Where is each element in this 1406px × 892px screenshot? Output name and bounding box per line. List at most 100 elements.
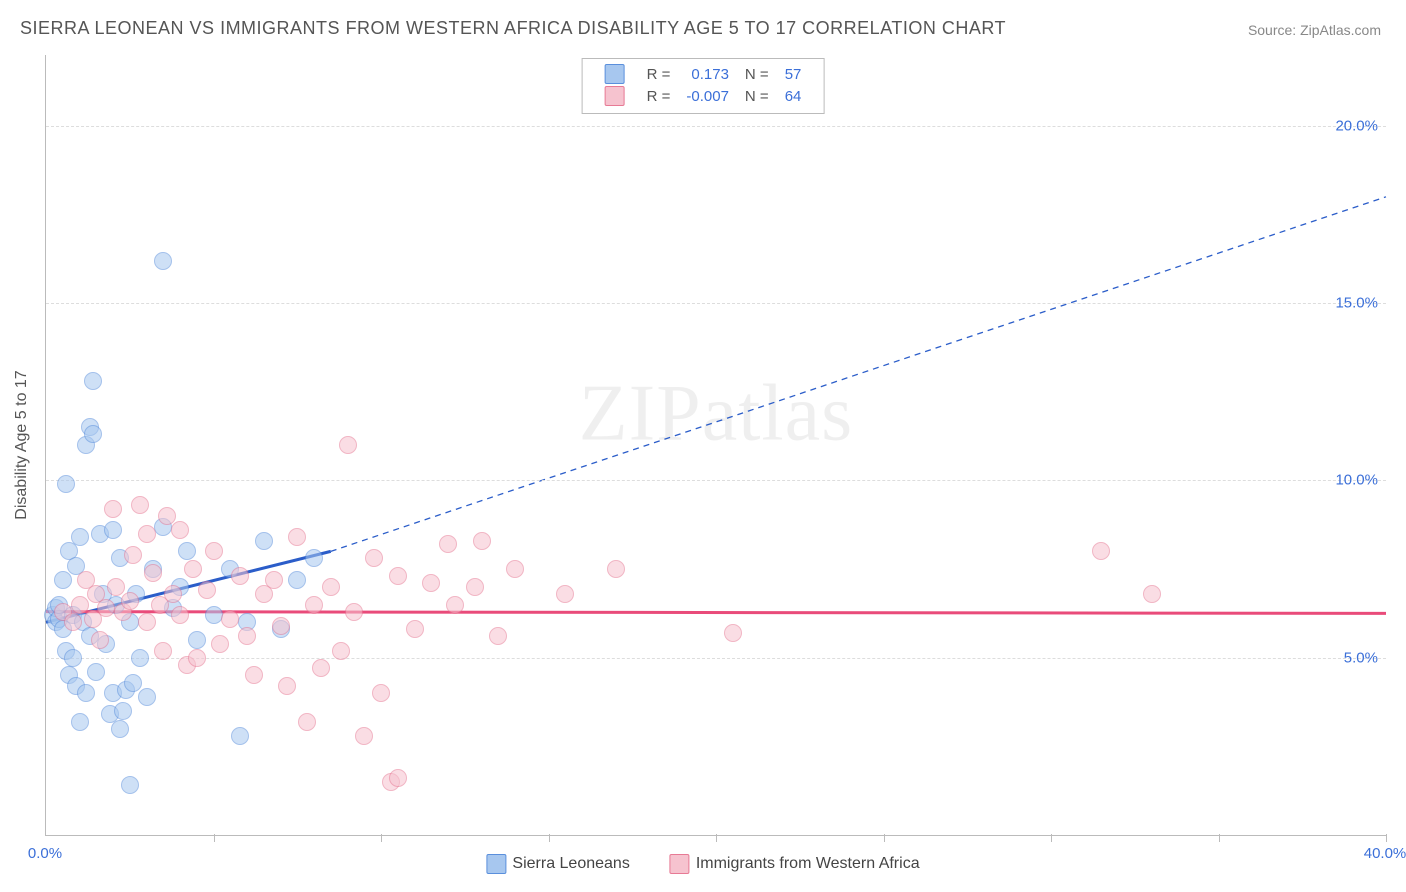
- stat-row: R =-0.007N =64: [597, 85, 810, 107]
- r-label: R =: [639, 85, 679, 107]
- data-point: [446, 596, 464, 614]
- data-point: [355, 727, 373, 745]
- data-point: [54, 571, 72, 589]
- data-point: [724, 624, 742, 642]
- gridline-h: [46, 126, 1386, 127]
- legend-label: Immigrants from Western Africa: [696, 855, 920, 872]
- data-point: [198, 581, 216, 599]
- data-point: [345, 603, 363, 621]
- data-point: [104, 521, 122, 539]
- data-point: [278, 677, 296, 695]
- data-point: [245, 666, 263, 684]
- data-point: [288, 528, 306, 546]
- data-point: [64, 613, 82, 631]
- x-tick-mark: [884, 834, 885, 842]
- data-point: [322, 578, 340, 596]
- data-point: [111, 720, 129, 738]
- x-tick-mark: [1386, 834, 1387, 842]
- data-point: [272, 617, 290, 635]
- r-value: -0.007: [678, 85, 737, 107]
- data-point: [121, 776, 139, 794]
- data-point: [124, 546, 142, 564]
- correlation-stat-box: R =0.173N =57R =-0.007N =64: [582, 58, 825, 114]
- gridline-h: [46, 480, 1386, 481]
- data-point: [205, 606, 223, 624]
- data-point: [154, 642, 172, 660]
- data-point: [231, 727, 249, 745]
- r-value: 0.173: [678, 63, 737, 85]
- data-point: [57, 475, 75, 493]
- legend-label: Sierra Leoneans: [512, 855, 629, 872]
- chart-title: SIERRA LEONEAN VS IMMIGRANTS FROM WESTER…: [20, 18, 1006, 39]
- data-point: [178, 542, 196, 560]
- data-point: [188, 631, 206, 649]
- data-point: [489, 627, 507, 645]
- x-tick-label: 40.0%: [1364, 845, 1406, 862]
- data-point: [164, 585, 182, 603]
- data-point: [332, 642, 350, 660]
- data-point: [71, 596, 89, 614]
- data-point: [131, 649, 149, 667]
- data-point: [265, 571, 283, 589]
- data-point: [466, 578, 484, 596]
- stat-row: R =0.173N =57: [597, 63, 810, 85]
- legend-swatch: [670, 854, 690, 874]
- y-tick-label: 10.0%: [1335, 472, 1378, 489]
- data-point: [211, 635, 229, 653]
- data-point: [144, 564, 162, 582]
- data-point: [422, 574, 440, 592]
- data-point: [154, 252, 172, 270]
- x-tick-mark: [1219, 834, 1220, 842]
- legend-swatch: [605, 86, 625, 106]
- data-point: [107, 578, 125, 596]
- n-value: 64: [777, 85, 810, 107]
- data-point: [138, 525, 156, 543]
- data-point: [255, 532, 273, 550]
- data-point: [87, 663, 105, 681]
- data-point: [188, 649, 206, 667]
- data-point: [506, 560, 524, 578]
- data-point: [473, 532, 491, 550]
- x-tick-mark: [549, 834, 550, 842]
- n-value: 57: [777, 63, 810, 85]
- legend-swatch: [605, 64, 625, 84]
- data-point: [77, 684, 95, 702]
- data-point: [305, 549, 323, 567]
- trend-line-extrapolated: [331, 197, 1386, 552]
- data-point: [184, 560, 202, 578]
- data-point: [406, 620, 424, 638]
- data-point: [389, 769, 407, 787]
- data-point: [1092, 542, 1110, 560]
- data-point: [238, 627, 256, 645]
- data-point: [339, 436, 357, 454]
- y-tick-label: 15.0%: [1335, 295, 1378, 312]
- data-point: [365, 549, 383, 567]
- data-point: [171, 606, 189, 624]
- data-point: [114, 702, 132, 720]
- series-legend: Sierra Leoneans Immigrants from Western A…: [486, 854, 919, 874]
- x-tick-mark: [214, 834, 215, 842]
- data-point: [298, 713, 316, 731]
- data-point: [131, 496, 149, 514]
- data-point: [389, 567, 407, 585]
- y-tick-label: 5.0%: [1344, 649, 1378, 666]
- x-tick-mark: [1051, 834, 1052, 842]
- data-point: [171, 521, 189, 539]
- data-point: [231, 567, 249, 585]
- plot-area: ZIPatlas 5.0%10.0%15.0%20.0%: [45, 55, 1386, 836]
- data-point: [372, 684, 390, 702]
- data-point: [556, 585, 574, 603]
- gridline-h: [46, 303, 1386, 304]
- data-point: [205, 542, 223, 560]
- data-point: [71, 713, 89, 731]
- watermark: ZIPatlas: [579, 368, 854, 459]
- data-point: [121, 592, 139, 610]
- x-tick-mark: [716, 834, 717, 842]
- y-axis-label: Disability Age 5 to 17: [13, 370, 31, 519]
- data-point: [84, 425, 102, 443]
- r-label: R =: [639, 63, 679, 85]
- trend-lines-layer: [46, 55, 1386, 835]
- data-point: [288, 571, 306, 589]
- data-point: [439, 535, 457, 553]
- chart-source: Source: ZipAtlas.com: [1248, 22, 1381, 38]
